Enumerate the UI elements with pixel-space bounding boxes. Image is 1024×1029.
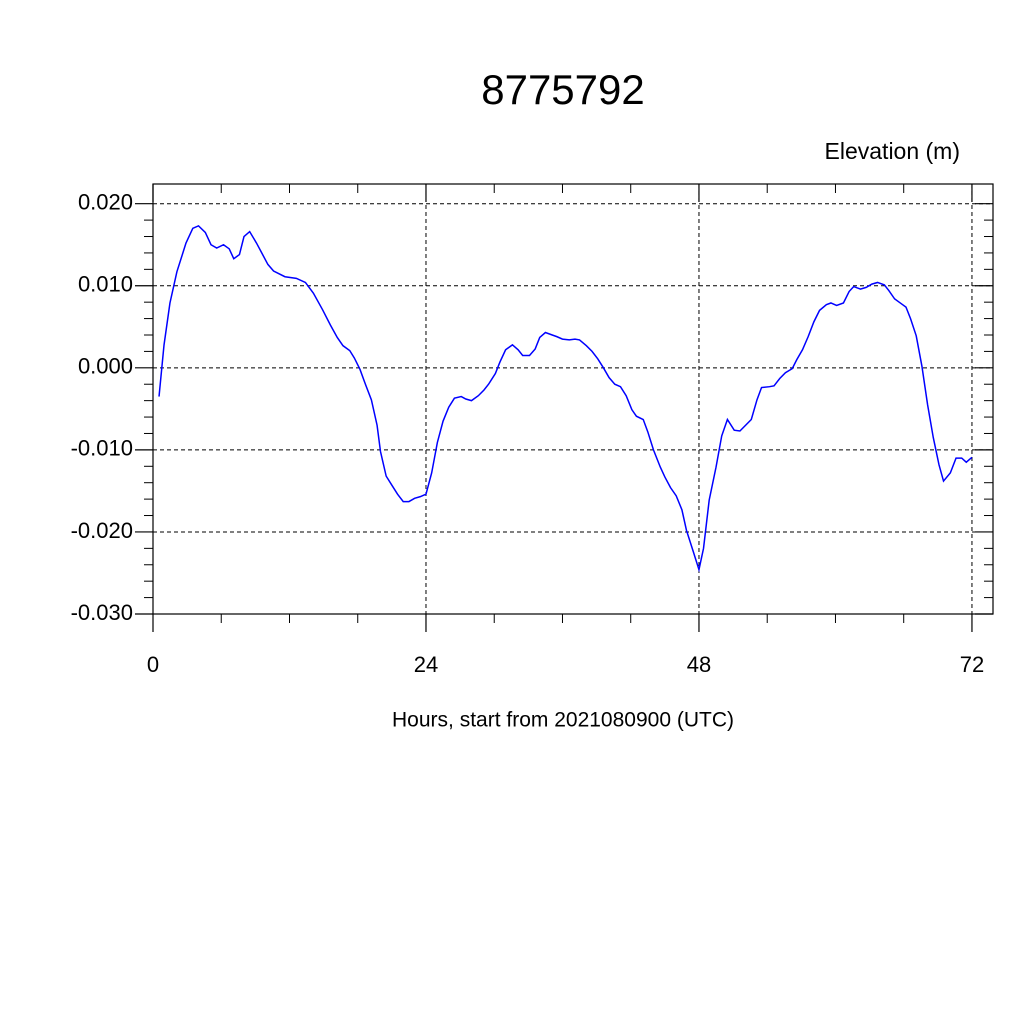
data-line — [158, 224, 973, 573]
x-tick-label: 0 — [147, 652, 159, 677]
y-tick-label: -0.010 — [71, 436, 133, 461]
y-tick-label: 0.020 — [78, 190, 133, 215]
y-tick-label: 0.000 — [78, 354, 133, 379]
x-tick-label: 48 — [687, 652, 711, 677]
x-tick-label: 24 — [414, 652, 438, 677]
plot-frame — [152, 183, 994, 615]
y-tick-label: -0.020 — [71, 518, 133, 543]
x-axis-label: Hours, start from 2021080900 (UTC) — [392, 709, 734, 732]
y-tick-label: -0.030 — [71, 600, 133, 625]
y-tick-label: 0.010 — [78, 272, 133, 297]
x-tick-label: 72 — [960, 652, 984, 677]
chart-title: 8775792 — [481, 66, 645, 113]
y-axis-label: Elevation (m) — [825, 138, 960, 164]
